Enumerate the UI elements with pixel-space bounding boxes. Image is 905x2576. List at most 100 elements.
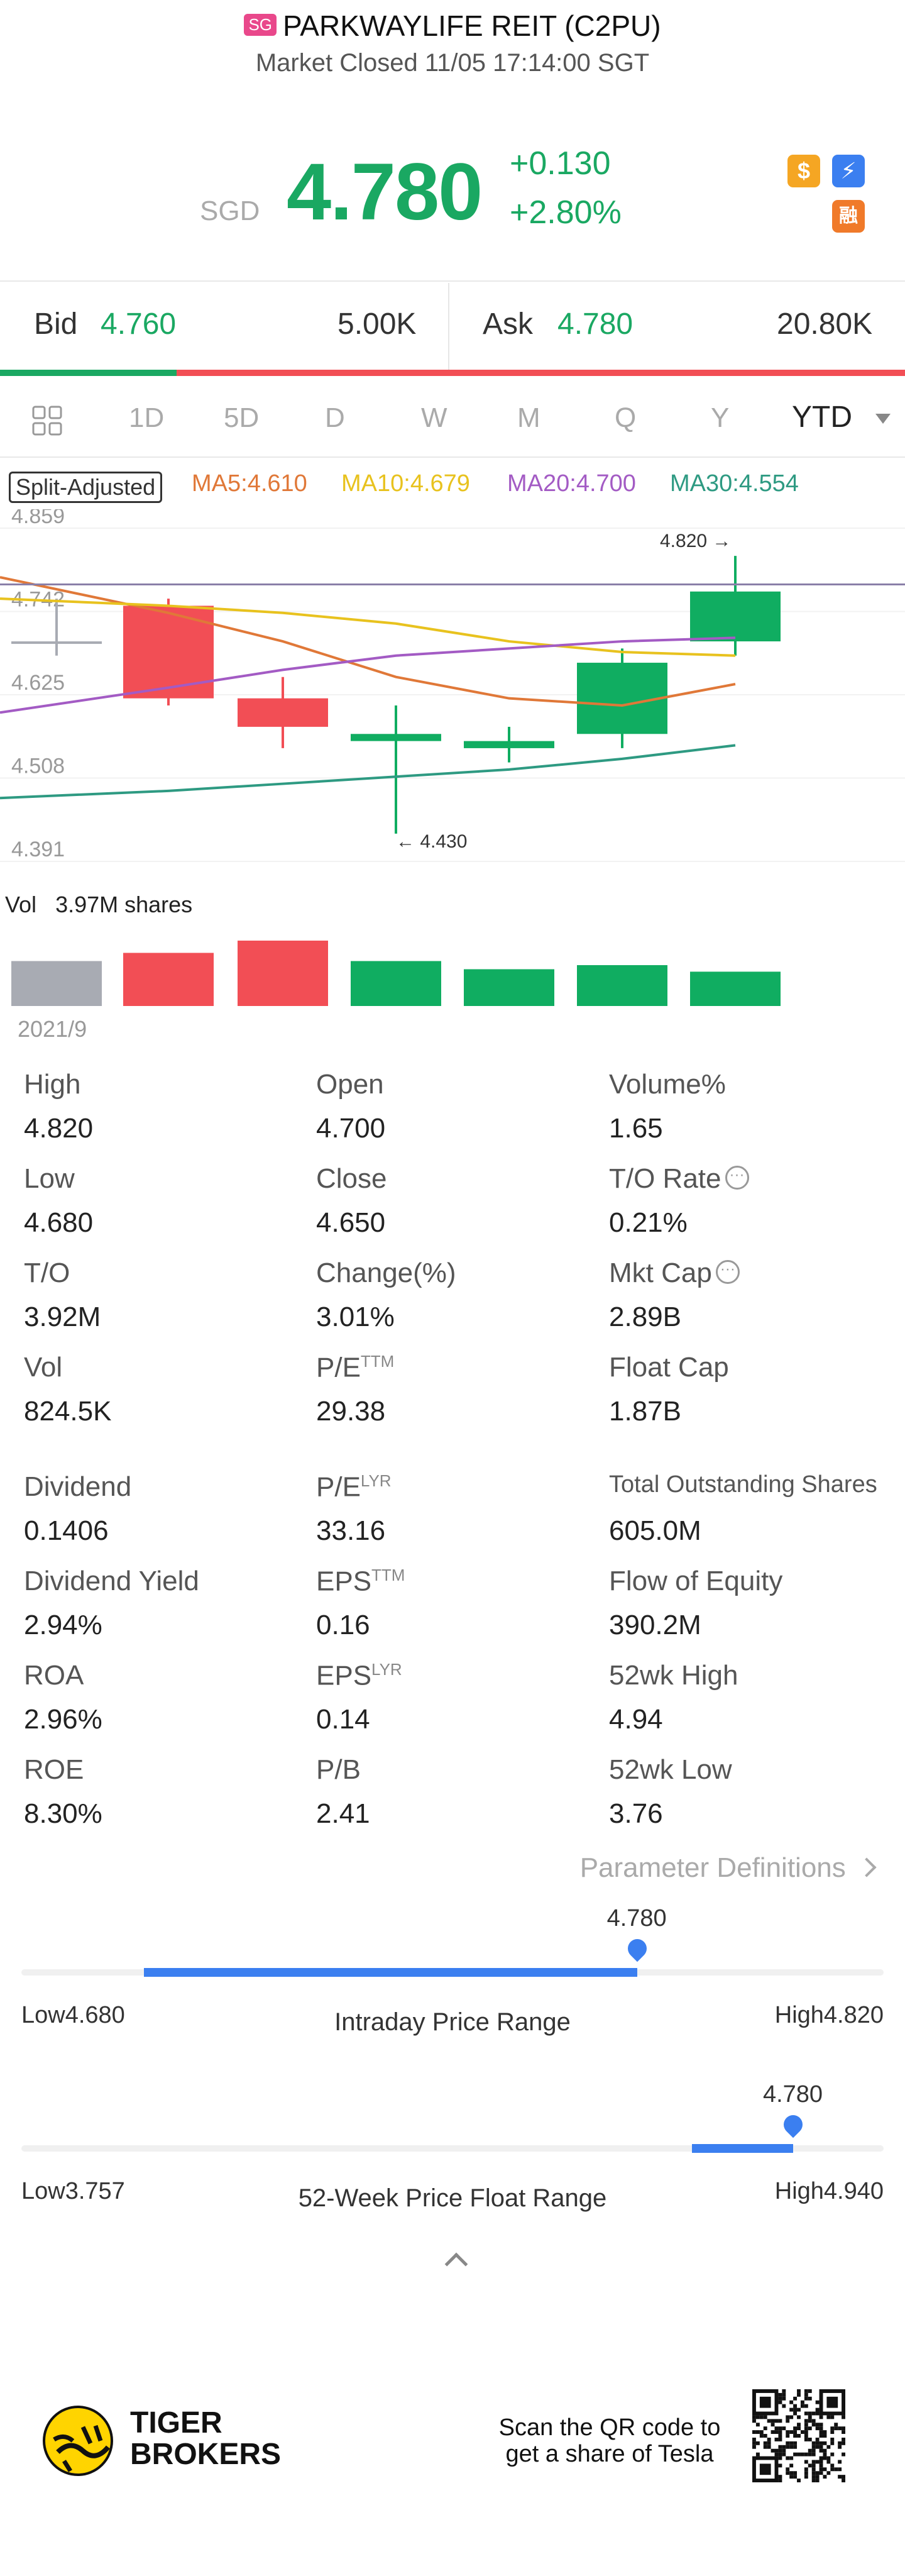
volume-bar <box>690 971 781 1006</box>
stat-value: 0.14 <box>316 1704 370 1735</box>
stat-value: 2.89B <box>609 1302 681 1332</box>
qr-caption: Scan the QR code to get a share of Tesla <box>498 2414 721 2467</box>
stat-label: Total Outstanding Shares <box>609 1471 877 1498</box>
ma5-line <box>0 576 736 707</box>
stat-value: 2.94% <box>24 1610 102 1640</box>
stat-value: 1.65 <box>609 1113 663 1144</box>
stat-label: T/O <box>24 1258 70 1288</box>
ask-quantity: 20.80K <box>777 307 873 341</box>
stat-value: 4.650 <box>316 1207 386 1238</box>
stat-label[interactable]: T/O Rate ··· <box>609 1163 749 1195</box>
ma5-label: MA5:4.610 <box>192 470 307 497</box>
info-icon[interactable]: ··· <box>715 1260 740 1285</box>
week52-high: High4.940 <box>774 2178 884 2204</box>
candle-body <box>577 663 667 734</box>
volume-bar <box>351 961 441 1006</box>
volume-bar <box>123 953 214 1006</box>
stat-value: 1.87B <box>609 1396 681 1427</box>
market-flag-badge: SG <box>244 14 277 36</box>
week52-marker-icon <box>779 2111 807 2138</box>
intraday-high: High4.820 <box>774 2002 884 2028</box>
stat-label[interactable]: Mkt Cap ··· <box>609 1258 740 1289</box>
bid-ratio-bar <box>0 370 177 376</box>
stat-value: 390.2M <box>609 1610 701 1640</box>
split-adjusted-toggle[interactable]: Split-Adjusted <box>9 472 163 503</box>
ask-label: Ask <box>483 307 534 341</box>
intraday-title: Intraday Price Range <box>334 2008 571 2036</box>
volume-bar <box>11 961 102 1006</box>
stat-label: 52wk Low <box>609 1754 732 1785</box>
market-status: Market Closed 11/05 17:14:00 SGT <box>255 49 650 77</box>
stat-value: 605.0M <box>609 1515 701 1546</box>
volume-bar <box>238 941 328 1006</box>
week52-fill <box>692 2144 793 2153</box>
stat-label: Open <box>316 1069 384 1100</box>
stat-value: 3.76 <box>609 1798 663 1829</box>
stat-label: Dividend <box>24 1471 132 1502</box>
ma20-line <box>0 636 736 714</box>
tab-m[interactable]: M <box>517 402 540 433</box>
currency-label: SGD <box>200 196 260 226</box>
candle-body <box>464 741 554 748</box>
stat-value: 0.16 <box>316 1610 370 1640</box>
candle-body <box>351 734 441 741</box>
collapse-chevron-icon[interactable] <box>444 2252 468 2276</box>
tab-y[interactable]: Y <box>711 402 730 433</box>
stat-value: 4.680 <box>24 1207 94 1238</box>
ask-price: 4.780 <box>557 307 634 341</box>
stat-value: 0.1406 <box>24 1515 109 1546</box>
tab-ytd[interactable]: YTD <box>792 401 852 434</box>
dollar-icon[interactable]: $ <box>787 155 820 187</box>
chinese-char-icon[interactable]: 融 <box>832 200 865 233</box>
ask-ratio-bar <box>176 370 905 376</box>
stat-value: 4.94 <box>609 1704 663 1735</box>
stat-value: 3.01% <box>316 1302 395 1332</box>
stat-value: 4.700 <box>316 1113 386 1144</box>
tab-1d[interactable]: 1D <box>129 402 165 433</box>
intraday-fill <box>143 1968 637 1977</box>
volume-label: Vol 3.97M shares <box>5 892 193 917</box>
candle-body <box>238 698 328 727</box>
y-tick-label: 4.859 <box>11 509 65 528</box>
tab-w[interactable]: W <box>421 402 447 433</box>
info-icon[interactable]: ··· <box>725 1166 749 1190</box>
intraday-marker-icon <box>623 1935 650 1962</box>
last-price: 4.780 <box>287 147 483 237</box>
stat-label: Float Cap <box>609 1352 729 1383</box>
stat-label: Flow of Equity <box>609 1566 783 1596</box>
max-price-label: 4.820 → <box>660 531 731 551</box>
brand-name-line1: TIGER <box>130 2406 222 2440</box>
bid-label: Bid <box>34 307 78 341</box>
tab-5d[interactable]: 5D <box>224 402 260 433</box>
y-tick-label: 4.508 <box>11 755 65 778</box>
parameter-definitions-link[interactable]: Parameter Definitions <box>580 1852 877 1884</box>
tab-d[interactable]: D <box>325 402 345 433</box>
stat-label: P/B <box>316 1754 361 1785</box>
ma10-line <box>0 597 736 657</box>
price-change: +0.130 <box>510 145 611 182</box>
lightning-icon[interactable]: ⚡ <box>832 155 865 187</box>
y-tick-label: 4.625 <box>11 671 65 695</box>
chart-grid-icon[interactable] <box>31 405 63 436</box>
stat-value: 4.820 <box>24 1113 94 1144</box>
ma30-label: MA30:4.554 <box>670 470 799 497</box>
stat-label: Change(%) <box>316 1258 456 1288</box>
stat-value: 3.92M <box>24 1302 101 1332</box>
bid-quantity: 5.00K <box>337 307 417 341</box>
volume-chart <box>11 941 781 1006</box>
ma20-label: MA20:4.700 <box>507 470 636 497</box>
stat-label: EPSLYR <box>316 1660 402 1691</box>
volume-bar <box>577 965 667 1006</box>
week52-current-value: 4.780 <box>762 2081 823 2108</box>
stat-label: EPSTTM <box>316 1566 405 1597</box>
stat-label: ROA <box>24 1660 84 1691</box>
tab-q[interactable]: Q <box>615 402 637 433</box>
stat-label: P/ETTM <box>316 1352 395 1383</box>
stat-label: Close <box>316 1163 387 1194</box>
price-change-percent: +2.80% <box>510 194 622 231</box>
chevron-down-icon[interactable] <box>875 414 891 424</box>
stat-value: 0.21% <box>609 1207 688 1238</box>
week52-track <box>21 2145 884 2152</box>
bid-price: 4.760 <box>101 307 177 341</box>
